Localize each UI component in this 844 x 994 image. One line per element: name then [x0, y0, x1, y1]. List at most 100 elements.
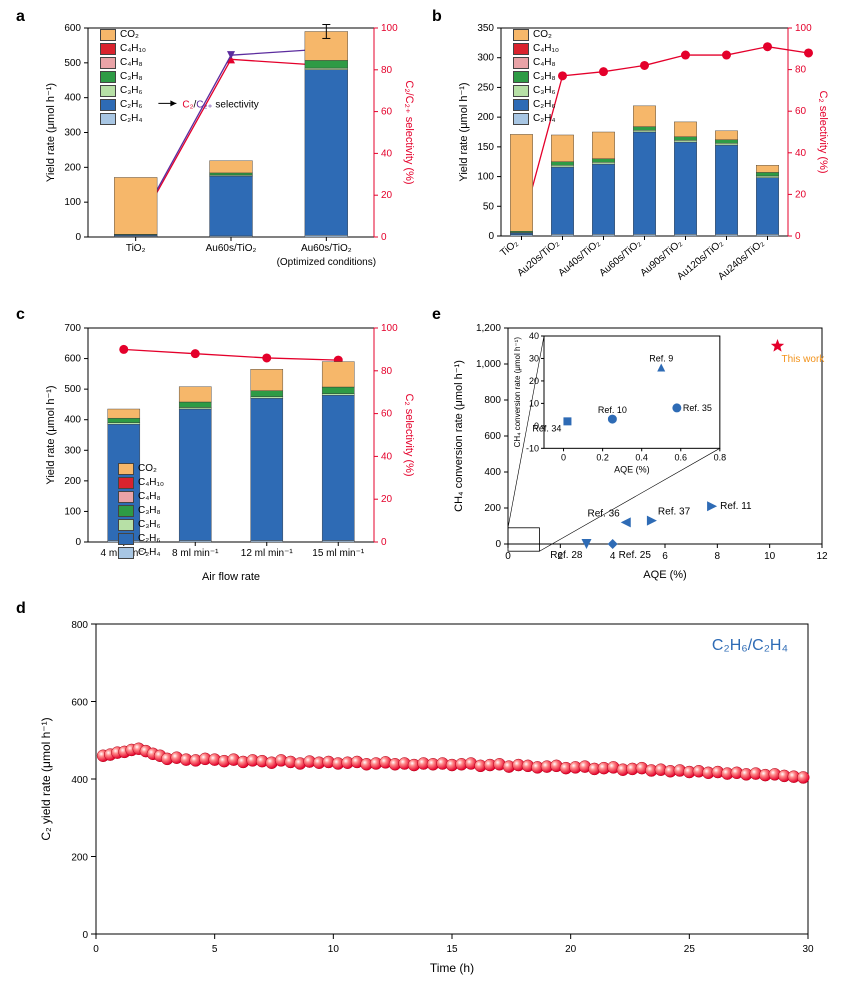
- svg-text:1,000: 1,000: [476, 359, 501, 370]
- svg-text:15: 15: [446, 944, 458, 955]
- svg-text:0: 0: [505, 551, 511, 562]
- svg-text:0.2: 0.2: [596, 452, 609, 462]
- svg-text:Ref. 9: Ref. 9: [649, 353, 673, 363]
- svg-text:0: 0: [561, 452, 566, 462]
- svg-text:Au60s/TiO₂: Au60s/TiO₂: [597, 238, 643, 279]
- svg-text:C₂H₆/C₂H₄: C₂H₆/C₂H₄: [712, 637, 788, 654]
- svg-text:Yield rate (μmol h⁻¹): Yield rate (μmol h⁻¹): [458, 82, 470, 181]
- svg-text:600: 600: [64, 23, 81, 34]
- svg-text:200: 200: [71, 853, 88, 864]
- svg-text:300: 300: [64, 128, 81, 139]
- svg-text:Yield rate (μmol h⁻¹): Yield rate (μmol h⁻¹): [45, 83, 57, 182]
- svg-text:0: 0: [75, 232, 81, 243]
- legend-item-C4H10: C₄H₁₀: [100, 42, 146, 55]
- svg-text:300: 300: [477, 53, 494, 64]
- svg-text:1,200: 1,200: [476, 323, 501, 334]
- chart-panel-d: 0510152025300200400600800Time (h)C₂ yiel…: [30, 610, 824, 980]
- svg-text:8 ml min⁻¹: 8 ml min⁻¹: [172, 548, 219, 559]
- svg-text:15 ml min⁻¹: 15 ml min⁻¹: [312, 548, 365, 559]
- svg-text:Au20s/TiO₂: Au20s/TiO₂: [515, 238, 561, 279]
- svg-text:250: 250: [477, 82, 494, 93]
- legend-item-C4H8: C₄H₈: [100, 56, 146, 69]
- svg-text:12 ml min⁻¹: 12 ml min⁻¹: [241, 548, 294, 559]
- legend-item-CO2: CO₂: [118, 462, 164, 475]
- legend-item-C3H6: C₃H₆: [100, 84, 146, 97]
- panel-c-label: c: [16, 306, 25, 324]
- legend-item-C3H8: C₃H₈: [100, 70, 146, 83]
- svg-text:100: 100: [477, 172, 494, 183]
- svg-text:0: 0: [75, 537, 81, 548]
- svg-text:Ref. 10: Ref. 10: [598, 405, 627, 415]
- svg-text:0: 0: [82, 930, 88, 941]
- svg-text:100: 100: [381, 23, 398, 34]
- svg-text:Ref. 28: Ref. 28: [550, 550, 583, 561]
- legend-item-C3H8: C₃H₈: [118, 504, 164, 517]
- svg-text:0: 0: [795, 231, 801, 242]
- svg-text:CH₄ conversion rate (μmol h⁻¹): CH₄ conversion rate (μmol h⁻¹): [453, 360, 465, 512]
- legend-item-C2H6: C₂H₆: [118, 532, 164, 545]
- svg-text:CH₄ conversion rate (μmol h⁻¹): CH₄ conversion rate (μmol h⁻¹): [513, 337, 522, 448]
- chart-panel-c: 0100200300400500600700Yield rate (μmol h…: [30, 316, 422, 584]
- svg-text:0: 0: [495, 539, 501, 550]
- svg-text:20: 20: [529, 376, 539, 386]
- svg-text:TiO₂: TiO₂: [498, 238, 520, 259]
- legend-item-C2H4: C₂H₄: [118, 546, 164, 559]
- legend-item-C2H4: C₂H₄: [513, 112, 559, 125]
- svg-text:400: 400: [71, 775, 88, 786]
- legend-item-C2H4: C₂H₄: [100, 112, 146, 125]
- svg-text:Au40s/TiO₂: Au40s/TiO₂: [556, 238, 602, 279]
- svg-text:300: 300: [64, 445, 81, 456]
- svg-text:100: 100: [64, 506, 81, 517]
- legend-item-C4H10: C₄H₁₀: [118, 476, 164, 489]
- svg-text:-10: -10: [526, 443, 539, 453]
- chart-panel-b: 050100150200250300350Yield rate (μmol h⁻…: [446, 16, 834, 306]
- svg-text:12: 12: [816, 551, 828, 562]
- panel-e-label: e: [432, 306, 441, 324]
- svg-text:0: 0: [488, 231, 494, 242]
- svg-text:Au60s/TiO₂: Au60s/TiO₂: [206, 243, 257, 254]
- svg-text:40: 40: [795, 148, 807, 159]
- svg-text:200: 200: [64, 162, 81, 173]
- svg-text:150: 150: [477, 142, 494, 153]
- legend-item-C4H8: C₄H₈: [118, 490, 164, 503]
- svg-text:20: 20: [381, 494, 393, 505]
- svg-text:This work: This work: [782, 354, 826, 365]
- svg-text:10: 10: [328, 944, 340, 955]
- svg-text:4: 4: [610, 551, 616, 562]
- legend-item-CO2: CO₂: [100, 28, 146, 41]
- svg-text:20: 20: [381, 190, 393, 201]
- svg-text:50: 50: [483, 201, 495, 212]
- svg-text:30: 30: [529, 353, 539, 363]
- svg-text:25: 25: [684, 944, 696, 955]
- svg-text:TiO₂: TiO₂: [126, 243, 146, 254]
- svg-text:100: 100: [64, 197, 81, 208]
- svg-text:C₂ selectivity (%): C₂ selectivity (%): [403, 393, 415, 476]
- svg-text:Ref. 37: Ref. 37: [658, 507, 691, 518]
- legend-item-C2H6: C₂H₆: [513, 98, 559, 111]
- svg-text:40: 40: [529, 331, 539, 341]
- legend-item-C4H10: C₄H₁₀: [513, 42, 559, 55]
- svg-text:600: 600: [64, 354, 81, 365]
- legend-item-C3H6: C₃H₆: [118, 518, 164, 531]
- svg-text:60: 60: [795, 106, 807, 117]
- svg-text:(Optimized conditions): (Optimized conditions): [277, 257, 376, 268]
- svg-text:20: 20: [795, 189, 807, 200]
- svg-text:Ref. 36: Ref. 36: [588, 508, 621, 519]
- svg-text:60: 60: [381, 107, 393, 118]
- svg-text:40: 40: [381, 148, 393, 159]
- svg-text:40: 40: [381, 451, 393, 462]
- svg-text:0: 0: [93, 944, 99, 955]
- svg-text:Air flow rate: Air flow rate: [202, 571, 260, 583]
- svg-text:C₂ selectivity (%): C₂ selectivity (%): [817, 90, 829, 173]
- svg-text:600: 600: [484, 431, 501, 442]
- legend-item-C4H8: C₄H₈: [513, 56, 559, 69]
- chart-panel-e: 02468101202004006008001,0001,200AQE (%)C…: [446, 316, 834, 584]
- svg-text:C₂/C₂₊ selectivity: C₂/C₂₊ selectivity: [182, 99, 258, 110]
- svg-text:600: 600: [71, 698, 88, 709]
- svg-text:200: 200: [477, 112, 494, 123]
- svg-text:60: 60: [381, 409, 393, 420]
- svg-text:5: 5: [212, 944, 218, 955]
- svg-text:200: 200: [484, 503, 501, 514]
- svg-text:200: 200: [64, 476, 81, 487]
- svg-text:500: 500: [64, 384, 81, 395]
